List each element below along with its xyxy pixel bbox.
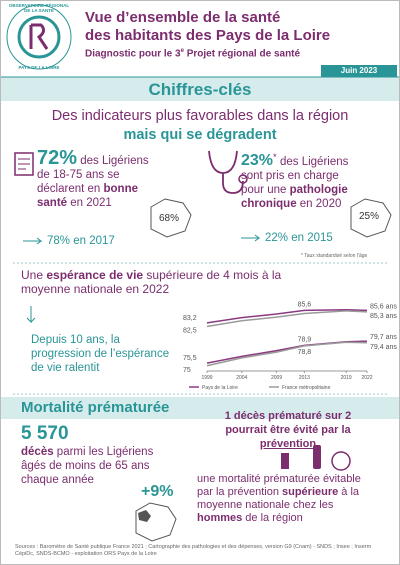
subtitle: Diagnostic pour le 3e Projet régional de… xyxy=(85,48,300,59)
doc-icon xyxy=(18,158,30,170)
band-title: Chiffres-clés xyxy=(148,80,252,99)
previous: 22% en 2015 xyxy=(265,232,333,244)
text: de la région xyxy=(242,512,303,524)
arrow xyxy=(23,237,43,245)
text: parmi les Ligériens âgés de moins de 65 … xyxy=(21,446,154,486)
text: espérance de vie xyxy=(46,268,144,282)
text: hommes xyxy=(197,512,243,524)
region-map xyxy=(138,510,151,522)
value-label: 79,7 ans xyxy=(370,334,397,341)
value-label: 85,6 ans xyxy=(370,303,397,310)
text: en 2021 xyxy=(67,197,112,209)
text: à la moyenne nationale chez les xyxy=(197,486,360,511)
text: supérieure de 4 mois à la moyenne nation… xyxy=(21,268,282,296)
value-label: 79,4 ans xyxy=(370,344,397,351)
text: bonne santé xyxy=(37,183,138,209)
text: * xyxy=(273,152,277,163)
value-label: 82,5 xyxy=(183,328,197,335)
text: une mortalité prématurée évitable par la… xyxy=(197,473,377,525)
value-label: 75 xyxy=(183,367,191,374)
x-tick-label: 2013 xyxy=(299,375,310,381)
value-label: 85,6 xyxy=(298,301,312,308)
arrow xyxy=(241,234,261,242)
text: décès xyxy=(21,446,54,458)
text: des Ligériens de 18-75 ans se déclarent … xyxy=(37,155,149,195)
x-tick-label: 2004 xyxy=(236,375,247,381)
value-label: 85,3 ans xyxy=(370,313,397,320)
headline: Des indicateurs plus favorables dans la … xyxy=(1,107,399,145)
arrow xyxy=(26,306,36,324)
icon xyxy=(313,445,321,469)
doc-icon xyxy=(14,152,34,176)
line xyxy=(206,310,368,328)
stat: 72% des Ligériens de 18-75 ans se déclar… xyxy=(37,148,157,210)
date: Juin 2023 xyxy=(340,66,378,75)
text: prévention xyxy=(259,438,317,450)
text: pathologie chronique xyxy=(241,183,348,210)
band xyxy=(1,77,399,101)
text: 1 décès prématuré sur 2 pourrait être év… xyxy=(213,409,363,451)
stat-value: 72% xyxy=(37,147,78,169)
text: Diagnostic pour le 3 xyxy=(85,48,181,60)
x-tick-label: 2019 xyxy=(341,375,352,381)
logo-text: PAYS DE LA LOIRE xyxy=(18,65,60,70)
section-title: Mortalité prématurée xyxy=(21,399,170,416)
note: * Taux standardisé selon l’âge xyxy=(301,253,368,259)
france-map xyxy=(135,502,177,542)
text: une mortalité prématurée évitable par la… xyxy=(197,473,361,498)
previous: 78% en 2017 xyxy=(47,235,115,247)
logo-mark xyxy=(29,23,49,50)
text: décès parmi les Ligériens âgés de moins … xyxy=(21,445,156,487)
stat-value: 5 570 xyxy=(21,423,69,444)
logo-ring xyxy=(6,4,72,70)
text: supérieure xyxy=(282,486,339,498)
logo-mark xyxy=(17,15,61,59)
text: en 2020 xyxy=(296,197,342,210)
text: Une xyxy=(21,268,47,282)
icon xyxy=(331,451,351,471)
headline-line: Des indicateurs plus favorables dans la … xyxy=(51,108,349,124)
stat-value: 23% xyxy=(241,151,274,169)
value-label: 83,2 xyxy=(183,315,197,322)
stethoscope-icon xyxy=(238,174,248,184)
x-tick-label: 1999 xyxy=(201,375,212,381)
sources: Sources : Baromètre de Santé publique Fr… xyxy=(15,544,372,557)
date-tab xyxy=(321,65,397,77)
national-value: 25% xyxy=(359,211,380,222)
logo-text: OBSERVATOIRE RÉGIONAL DE LA SANTÉ xyxy=(8,3,70,13)
line xyxy=(206,309,368,324)
line xyxy=(206,341,368,367)
life-text: Une espérance de vie supérieure de 4 moi… xyxy=(21,268,301,296)
national-value: 68% xyxy=(159,213,180,224)
france-map xyxy=(350,198,392,238)
title-line: des habitants des Pays de la Loire xyxy=(85,27,331,44)
headline-line: mais qui se dégradent xyxy=(123,127,277,143)
stat: 23%* des Ligériens sont pris en charge p… xyxy=(241,151,361,211)
stethoscope-icon xyxy=(208,150,244,194)
france-map xyxy=(150,198,192,238)
trend: Depuis 10 ans, la progression de l’espér… xyxy=(31,334,170,374)
icon xyxy=(281,453,289,469)
title-line: Vue d’ensemble de la santé xyxy=(85,9,281,26)
text: des Ligériens sont pris en charge pour u… xyxy=(241,155,349,196)
value-label: 78,9 xyxy=(298,336,312,343)
chart: 1999 2004 2009 2013 2019 2022 83,2 85,6 85,6 ans… xyxy=(183,301,397,391)
legend-label: France métropolitaine xyxy=(282,385,331,391)
text: Projet régional de santé xyxy=(183,48,301,60)
text: 1 décès prématuré sur 2 pourrait être év… xyxy=(224,410,352,436)
x-tick-label: 2022 xyxy=(361,375,372,381)
text: e xyxy=(180,48,184,54)
value-label: 75,5 xyxy=(183,355,197,362)
legend-label: Pays de la Loire xyxy=(202,385,238,391)
title: Vue d’ensemble de la santé des habitants… xyxy=(85,9,330,45)
stat-value: +9% xyxy=(141,483,174,500)
value-label: 78,8 xyxy=(298,349,312,356)
band xyxy=(1,397,399,419)
x-tick-label: 2009 xyxy=(271,375,282,381)
